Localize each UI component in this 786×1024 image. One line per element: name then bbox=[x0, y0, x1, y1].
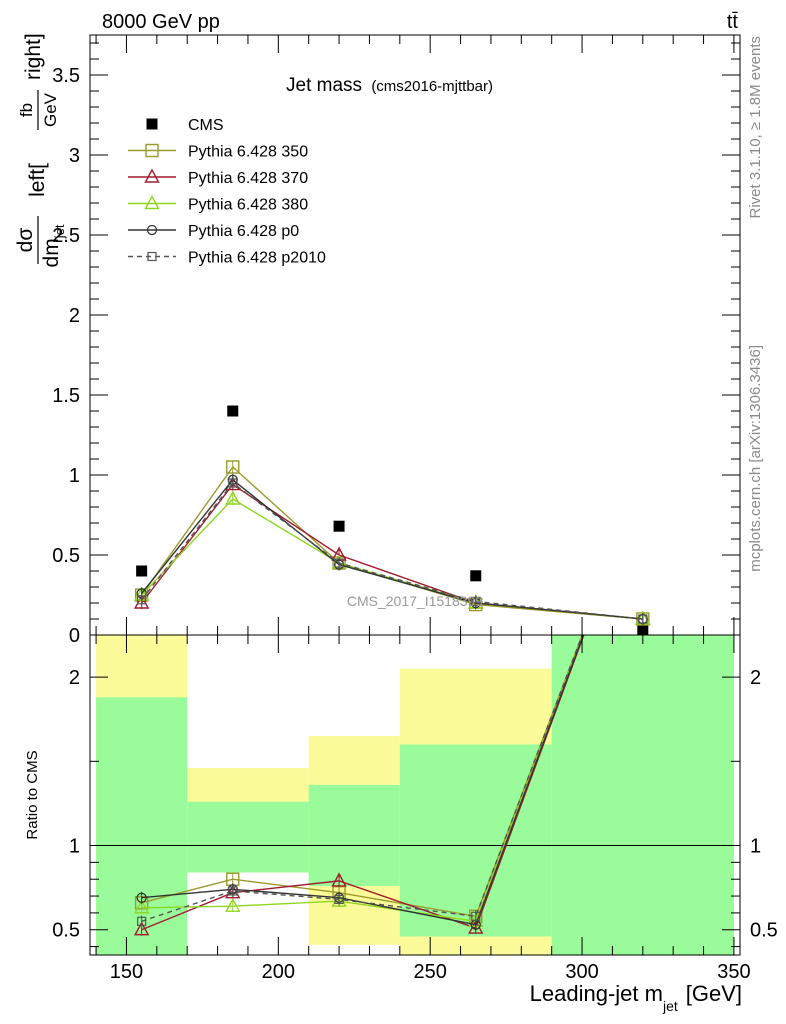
main-point-1-1 bbox=[226, 460, 240, 474]
ratio-point-2-0 bbox=[133, 899, 150, 914]
ratio-uncertainty-bands bbox=[96, 635, 734, 955]
main-point-5-4 bbox=[638, 614, 648, 624]
legend-label-1: Pythia 6.428 350 bbox=[188, 144, 308, 161]
legend-marker-3 bbox=[144, 195, 160, 210]
ylabel-dsigma: dσ bbox=[14, 228, 37, 253]
ratio-point-3-4 bbox=[638, 471, 647, 480]
ratio-xtick-label-1: 200 bbox=[262, 961, 295, 983]
ratio-point-4-4 bbox=[639, 471, 647, 479]
x-axis-label-unit: [GeV] bbox=[686, 981, 742, 1006]
main-point-2-0 bbox=[133, 594, 150, 609]
plot-title-sub: (cms2016-mjttbar) bbox=[371, 78, 493, 95]
main-point-3-1 bbox=[225, 490, 241, 505]
legend-label-2: Pythia 6.428 370 bbox=[188, 170, 308, 187]
ratio-point-4-3 bbox=[471, 911, 481, 921]
legend-entry-1: Pythia 6.428 350 bbox=[128, 144, 308, 161]
legend-label-3: Pythia 6.428 380 bbox=[188, 197, 308, 214]
ylabel-dm: dmjet bbox=[40, 224, 67, 267]
main-point-5-1 bbox=[228, 478, 238, 488]
ratio-point-2-2 bbox=[331, 892, 347, 907]
ratio-xtick-label-0: 150 bbox=[110, 961, 143, 983]
ratio-ytick-label-right-0: 0.5 bbox=[750, 920, 778, 942]
legend-label-4: Pythia 6.428 p0 bbox=[188, 223, 299, 240]
ratio-ytick-label-left-0: 0.5 bbox=[52, 920, 80, 942]
main-ytick-label-5: 2.5 bbox=[52, 225, 80, 247]
main-point-0-0 bbox=[136, 565, 148, 577]
analysis-watermark: CMS_2017_I1518399 bbox=[347, 593, 483, 609]
ratio-point-4-2 bbox=[334, 894, 344, 905]
legend-marker-1 bbox=[145, 143, 159, 158]
ratio-xtick-label-3: 300 bbox=[565, 961, 598, 983]
legend-entry-5: Pythia 6.428 p2010 bbox=[128, 250, 326, 267]
legend-entry-2: Pythia 6.428 370 bbox=[128, 168, 308, 187]
main-point-0-1 bbox=[227, 405, 239, 417]
main-point-5-0 bbox=[137, 595, 147, 605]
main-ytick-label-0: 0 bbox=[69, 625, 80, 647]
legend-entry-0: CMS bbox=[146, 117, 224, 134]
plot-title-main: Jet mass bbox=[286, 75, 362, 96]
legend-marker-4 bbox=[146, 224, 158, 236]
energy-label: 8000 GeV pp bbox=[102, 11, 220, 33]
legend-marker-5 bbox=[147, 251, 157, 262]
plot-title: Jet mass (cms2016-mjttbar) bbox=[286, 75, 493, 96]
ratio-point-1-0 bbox=[133, 921, 150, 936]
ratio-ytick-label-left-2: 2 bbox=[69, 667, 80, 689]
ratio-ytick-label-right-1: 1 bbox=[750, 836, 761, 858]
axis-ticks bbox=[90, 35, 740, 955]
ratio-xtick-label-2: 250 bbox=[413, 961, 446, 983]
ratio-point-2-1 bbox=[225, 897, 241, 912]
main-ytick-label-3: 1.5 bbox=[52, 385, 80, 407]
main-point-5-3 bbox=[471, 596, 481, 607]
ratio-band-inner-4 bbox=[551, 635, 734, 955]
x-axis-label: Leading-jet mjet [GeV] bbox=[530, 981, 742, 1014]
ratio-xtick-label-4: 350 bbox=[717, 961, 750, 983]
ylabel-unit-prefix: left[ bbox=[26, 163, 49, 197]
ratio-point-1-4 bbox=[636, 468, 649, 480]
main-point-0-2 bbox=[333, 520, 345, 532]
ratio-band-inner-2 bbox=[308, 784, 400, 886]
main-ytick-label-7: 3.5 bbox=[52, 65, 80, 87]
ylabel-unit-suffix: right] bbox=[22, 33, 45, 80]
ratio-plot-series bbox=[133, 468, 649, 936]
ratio-point-1-3 bbox=[468, 919, 484, 934]
main-point-0-3 bbox=[470, 570, 482, 582]
ylabel-unit-den: GeV bbox=[41, 92, 60, 127]
legend-label-5: Pythia 6.428 p2010 bbox=[188, 250, 326, 267]
ylabel-dm-sub: jet bbox=[52, 224, 67, 239]
legend-entry-4: Pythia 6.428 p0 bbox=[128, 223, 299, 240]
ratio-point-3-0 bbox=[136, 892, 147, 903]
ratio-point-4-1 bbox=[228, 886, 238, 896]
ylabel-unit-num: fb bbox=[17, 103, 36, 117]
main-ytick-label-1: 0.5 bbox=[52, 545, 80, 567]
mcplots-label: mcplots.cern.ch [arXiv:1306.3436] bbox=[747, 345, 764, 572]
ratio-band-inner-3 bbox=[399, 744, 552, 937]
rivet-label: Rivet 3.1.10, ≥ 1.8M events bbox=[747, 36, 764, 219]
main-ytick-label-2: 1 bbox=[69, 465, 80, 487]
ratio-point-1-2 bbox=[331, 872, 347, 887]
ratio-point-2-4 bbox=[636, 468, 649, 480]
legend: CMS Pythia 6.428 350 Pythia 6.428 370 Pythi… bbox=[128, 117, 326, 267]
ratio-point-0-4 bbox=[637, 469, 649, 481]
legend-label-0: CMS bbox=[188, 117, 224, 134]
main-ytick-label-4: 2 bbox=[69, 305, 80, 327]
main-plot-series bbox=[133, 405, 651, 635]
main-point-5-2 bbox=[334, 558, 344, 568]
ratio-point-4-0 bbox=[137, 916, 147, 926]
ratio-series-4 bbox=[137, 471, 647, 928]
ratio-plot-frame bbox=[89, 634, 741, 956]
ratio-ytick-label-right-2: 2 bbox=[750, 667, 761, 689]
main-ytick-label-6: 3 bbox=[69, 145, 80, 167]
legend-marker-0 bbox=[146, 118, 158, 130]
ratio-y-axis-label: Ratio to CMS bbox=[24, 750, 41, 839]
main-y-axis-label: dσ dmjet left[ fb GeV right] bbox=[14, 33, 67, 267]
ratio-band-inner-1 bbox=[187, 801, 309, 873]
process-label: tt̄ bbox=[727, 11, 739, 33]
legend-marker-2 bbox=[144, 168, 160, 183]
legend-entry-3: Pythia 6.428 380 bbox=[128, 195, 308, 214]
main-series-5 bbox=[137, 477, 648, 625]
x-axis-label-sub: jet bbox=[662, 998, 678, 1014]
ratio-ytick-label-left-1: 1 bbox=[69, 836, 80, 858]
